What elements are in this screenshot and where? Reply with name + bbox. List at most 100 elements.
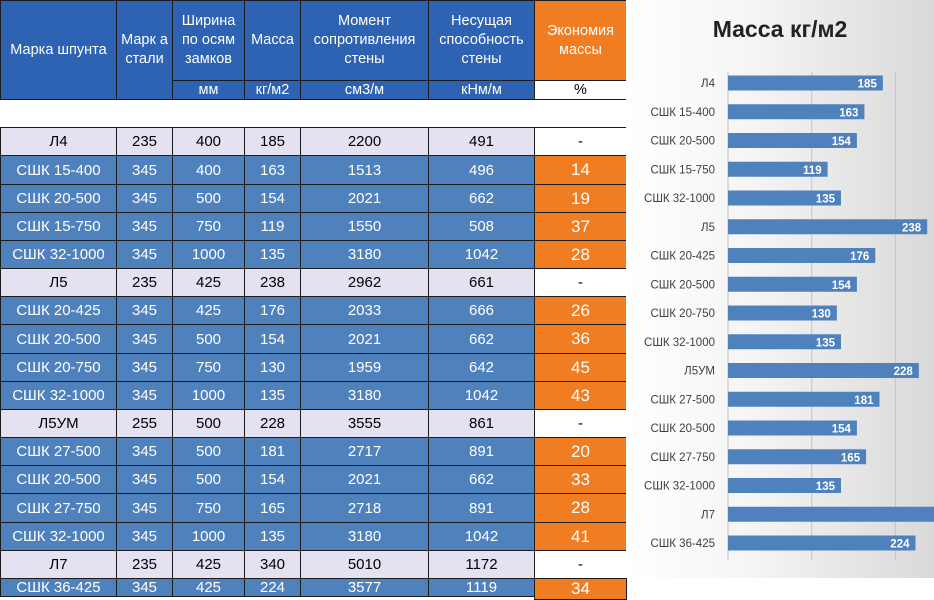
table-cell-width: 500 [172,184,245,213]
table-cell-capacity: 891 [428,493,535,523]
bar-value-label: 135 [816,337,836,349]
table-cell-economy: 28 [534,493,627,523]
table-cell-capacity: 1042 [428,381,535,410]
category-label: СШК 15-400 [650,107,715,119]
table-cell-economy: - [534,409,627,438]
table-cell-moment: 3180 [300,522,429,551]
table-cell-mass: 119 [244,212,301,241]
table-cell-width: 1000 [172,381,245,410]
bar-value-label: 130 [812,309,831,321]
bar-value-label: 154 [832,280,852,292]
table-cell-width: 425 [172,550,245,579]
bar [728,276,857,292]
bar [728,104,865,120]
table-cell-economy: 19 [534,184,627,213]
column-header: Масса [244,0,301,81]
table-cell-width: 750 [172,493,245,523]
table-cell-steel: 235 [116,127,173,156]
table-cell-width: 500 [172,465,245,494]
table-cell-economy: 28 [534,240,627,269]
table-cell-economy: 26 [534,296,627,325]
category-label: СШК 15-750 [650,164,715,176]
table-cell-moment: 1959 [300,353,429,382]
category-label: СШК 36-425 [650,538,715,550]
table-cell-mass: 228 [244,409,301,438]
table-cell-mass: 181 [244,437,301,466]
table-cell-mark: СШК 27-750 [0,493,117,523]
table-cell-steel: 345 [116,296,173,325]
bar-value-label: 224 [890,539,910,551]
table-cell-moment: 2717 [300,437,429,466]
table-cell-steel: 345 [116,324,173,354]
table-cell-width: 500 [172,437,245,466]
bar [728,161,828,177]
bar-value-label: 238 [902,222,922,234]
column-unit: мм [172,80,245,100]
category-label: Л4 [701,78,716,90]
table-cell-mass: 130 [244,353,301,382]
table-cell-steel: 235 [116,550,173,579]
bar [728,449,867,465]
table-cell-steel: 255 [116,409,173,438]
table-cell-steel: 345 [116,578,173,597]
category-label: СШК 32-1000 [644,337,715,349]
column-header: Марк а стали [116,0,173,100]
column-header: Марка шпунта [0,0,117,100]
bar [728,535,916,551]
bar [728,248,876,263]
category-label: СШК 20-500 [650,136,715,148]
table-cell-width: 1000 [172,522,245,551]
table-cell-economy: - [534,550,627,579]
table-cell-capacity: 666 [428,296,535,325]
bar [728,363,919,378]
table-cell-mass: 238 [244,268,301,297]
table-cell-mark: Л5 [0,268,117,297]
table-cell-capacity: 642 [428,353,535,382]
bar-value-label: 119 [803,165,822,177]
table-cell-steel: 345 [116,437,173,466]
table-cell-economy: 41 [534,522,627,551]
table-cell-moment: 2021 [300,465,429,494]
table-cell-steel: 345 [116,381,173,410]
table-cell-width: 1000 [172,240,245,269]
column-unit: % [534,80,627,100]
table-cell-steel: 345 [116,353,173,382]
table-cell-width: 500 [172,409,245,438]
mass-chart-panel: Масса кг/м2 Л4 185 СШК 15-400 163 СШК 20-500… [626,0,934,578]
table-cell-mass: 154 [244,465,301,494]
bar [728,478,841,493]
category-label: СШК 27-500 [650,394,715,406]
table-cell-mass: 154 [244,324,301,354]
table-cell-mark: СШК 27-500 [0,437,117,466]
table-cell-economy: - [534,127,627,156]
table-cell-moment: 3180 [300,240,429,269]
column-header: Момент сопротивления стены [300,0,429,81]
table-cell-economy: 45 [534,353,627,382]
table-cell-width: 400 [172,155,245,185]
table-cell-mark: СШК 20-500 [0,324,117,354]
chart-title: Масса кг/м2 [712,16,848,42]
table-cell-capacity: 662 [428,465,535,494]
table-cell-capacity: 1172 [428,550,535,579]
table-cell-economy: 43 [534,381,627,410]
table-cell-capacity: 491 [428,127,535,156]
table-cell-steel: 345 [116,240,173,269]
bar-value-label: 181 [854,395,874,407]
table-cell-capacity: 508 [428,212,535,241]
table-cell-mark: СШК 32-1000 [0,522,117,551]
table-cell-mark: СШК 20-500 [0,184,117,213]
bar-value-label: 185 [858,79,878,91]
table-cell-moment: 3577 [300,578,429,597]
table-cell-width: 500 [172,324,245,354]
table-cell-steel: 345 [116,212,173,241]
table-cell-economy: 20 [534,437,627,466]
table-cell-capacity: 662 [428,324,535,354]
table-cell-mass: 163 [244,155,301,185]
table-cell-mass: 154 [244,184,301,213]
column-header: Экономия массы [534,0,627,81]
column-header: Ширина по осям замков [172,0,245,81]
table-cell-capacity: 891 [428,437,535,466]
category-label: СШК 32-1000 [644,193,715,205]
table-cell-mark: СШК 20-500 [0,465,117,494]
bar [728,391,880,407]
